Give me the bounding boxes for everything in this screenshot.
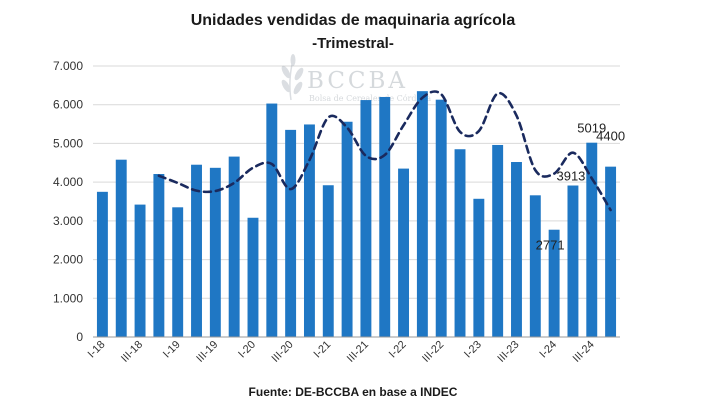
y-tick-label: 3.000 [53, 214, 83, 228]
y-tick-label: 6.000 [53, 98, 83, 112]
bar [436, 100, 447, 337]
x-tick-label: I-20 [236, 339, 258, 361]
x-tick-label: III-23 [495, 339, 521, 365]
y-tick-label: 5.000 [53, 136, 83, 150]
bar [455, 149, 466, 337]
x-tick-label: III-18 [119, 339, 145, 365]
y-tick-label: 2.000 [53, 253, 83, 267]
y-tick-label: 7.000 [53, 59, 83, 73]
wheat-logo-icon [280, 54, 305, 100]
x-tick-label: I-23 [462, 339, 484, 361]
bar [285, 130, 296, 337]
x-tick-label: I-21 [311, 339, 333, 361]
data-label: 3913 [556, 169, 585, 184]
bar [210, 168, 221, 337]
y-tick-label: 0 [76, 330, 83, 344]
bar [153, 174, 164, 337]
bar [304, 124, 315, 337]
x-tick-label: III-21 [345, 339, 371, 365]
bar [342, 122, 353, 337]
bar [360, 100, 371, 337]
bar [605, 167, 616, 337]
x-tick-label: I-24 [537, 339, 559, 361]
bar [530, 195, 541, 337]
bar [323, 185, 334, 337]
bar [97, 192, 108, 337]
y-tick-label: 1.000 [53, 291, 83, 305]
bar [135, 205, 146, 337]
bar [398, 169, 409, 337]
x-tick-label: III-24 [571, 339, 597, 365]
bar [473, 199, 484, 337]
bar [492, 145, 503, 337]
x-tick-label: III-20 [270, 339, 296, 365]
bar [172, 207, 183, 337]
x-tick-label: III-22 [420, 339, 446, 365]
chart-source: Fuente: DE-BCCBA en base a INDEC [0, 385, 706, 399]
bar-series [97, 91, 616, 337]
bar [248, 218, 259, 337]
bar [417, 91, 428, 337]
bccba-watermark: BCCBA Bolsa de Cereales de Córdoba [280, 54, 432, 103]
y-tick-label: 4.000 [53, 175, 83, 189]
data-label: 2771 [536, 238, 565, 253]
bar [511, 162, 522, 337]
x-tick-label: I-19 [161, 339, 183, 361]
bar [116, 160, 127, 337]
data-label: 4400 [596, 129, 625, 144]
x-tick-label: I-18 [86, 339, 108, 361]
x-tick-label: I-22 [387, 339, 409, 361]
x-tick-label: III-19 [194, 339, 220, 365]
bar [379, 97, 390, 337]
bar [567, 186, 578, 337]
bar [266, 104, 277, 337]
watermark-brand: BCCBA [307, 68, 408, 94]
